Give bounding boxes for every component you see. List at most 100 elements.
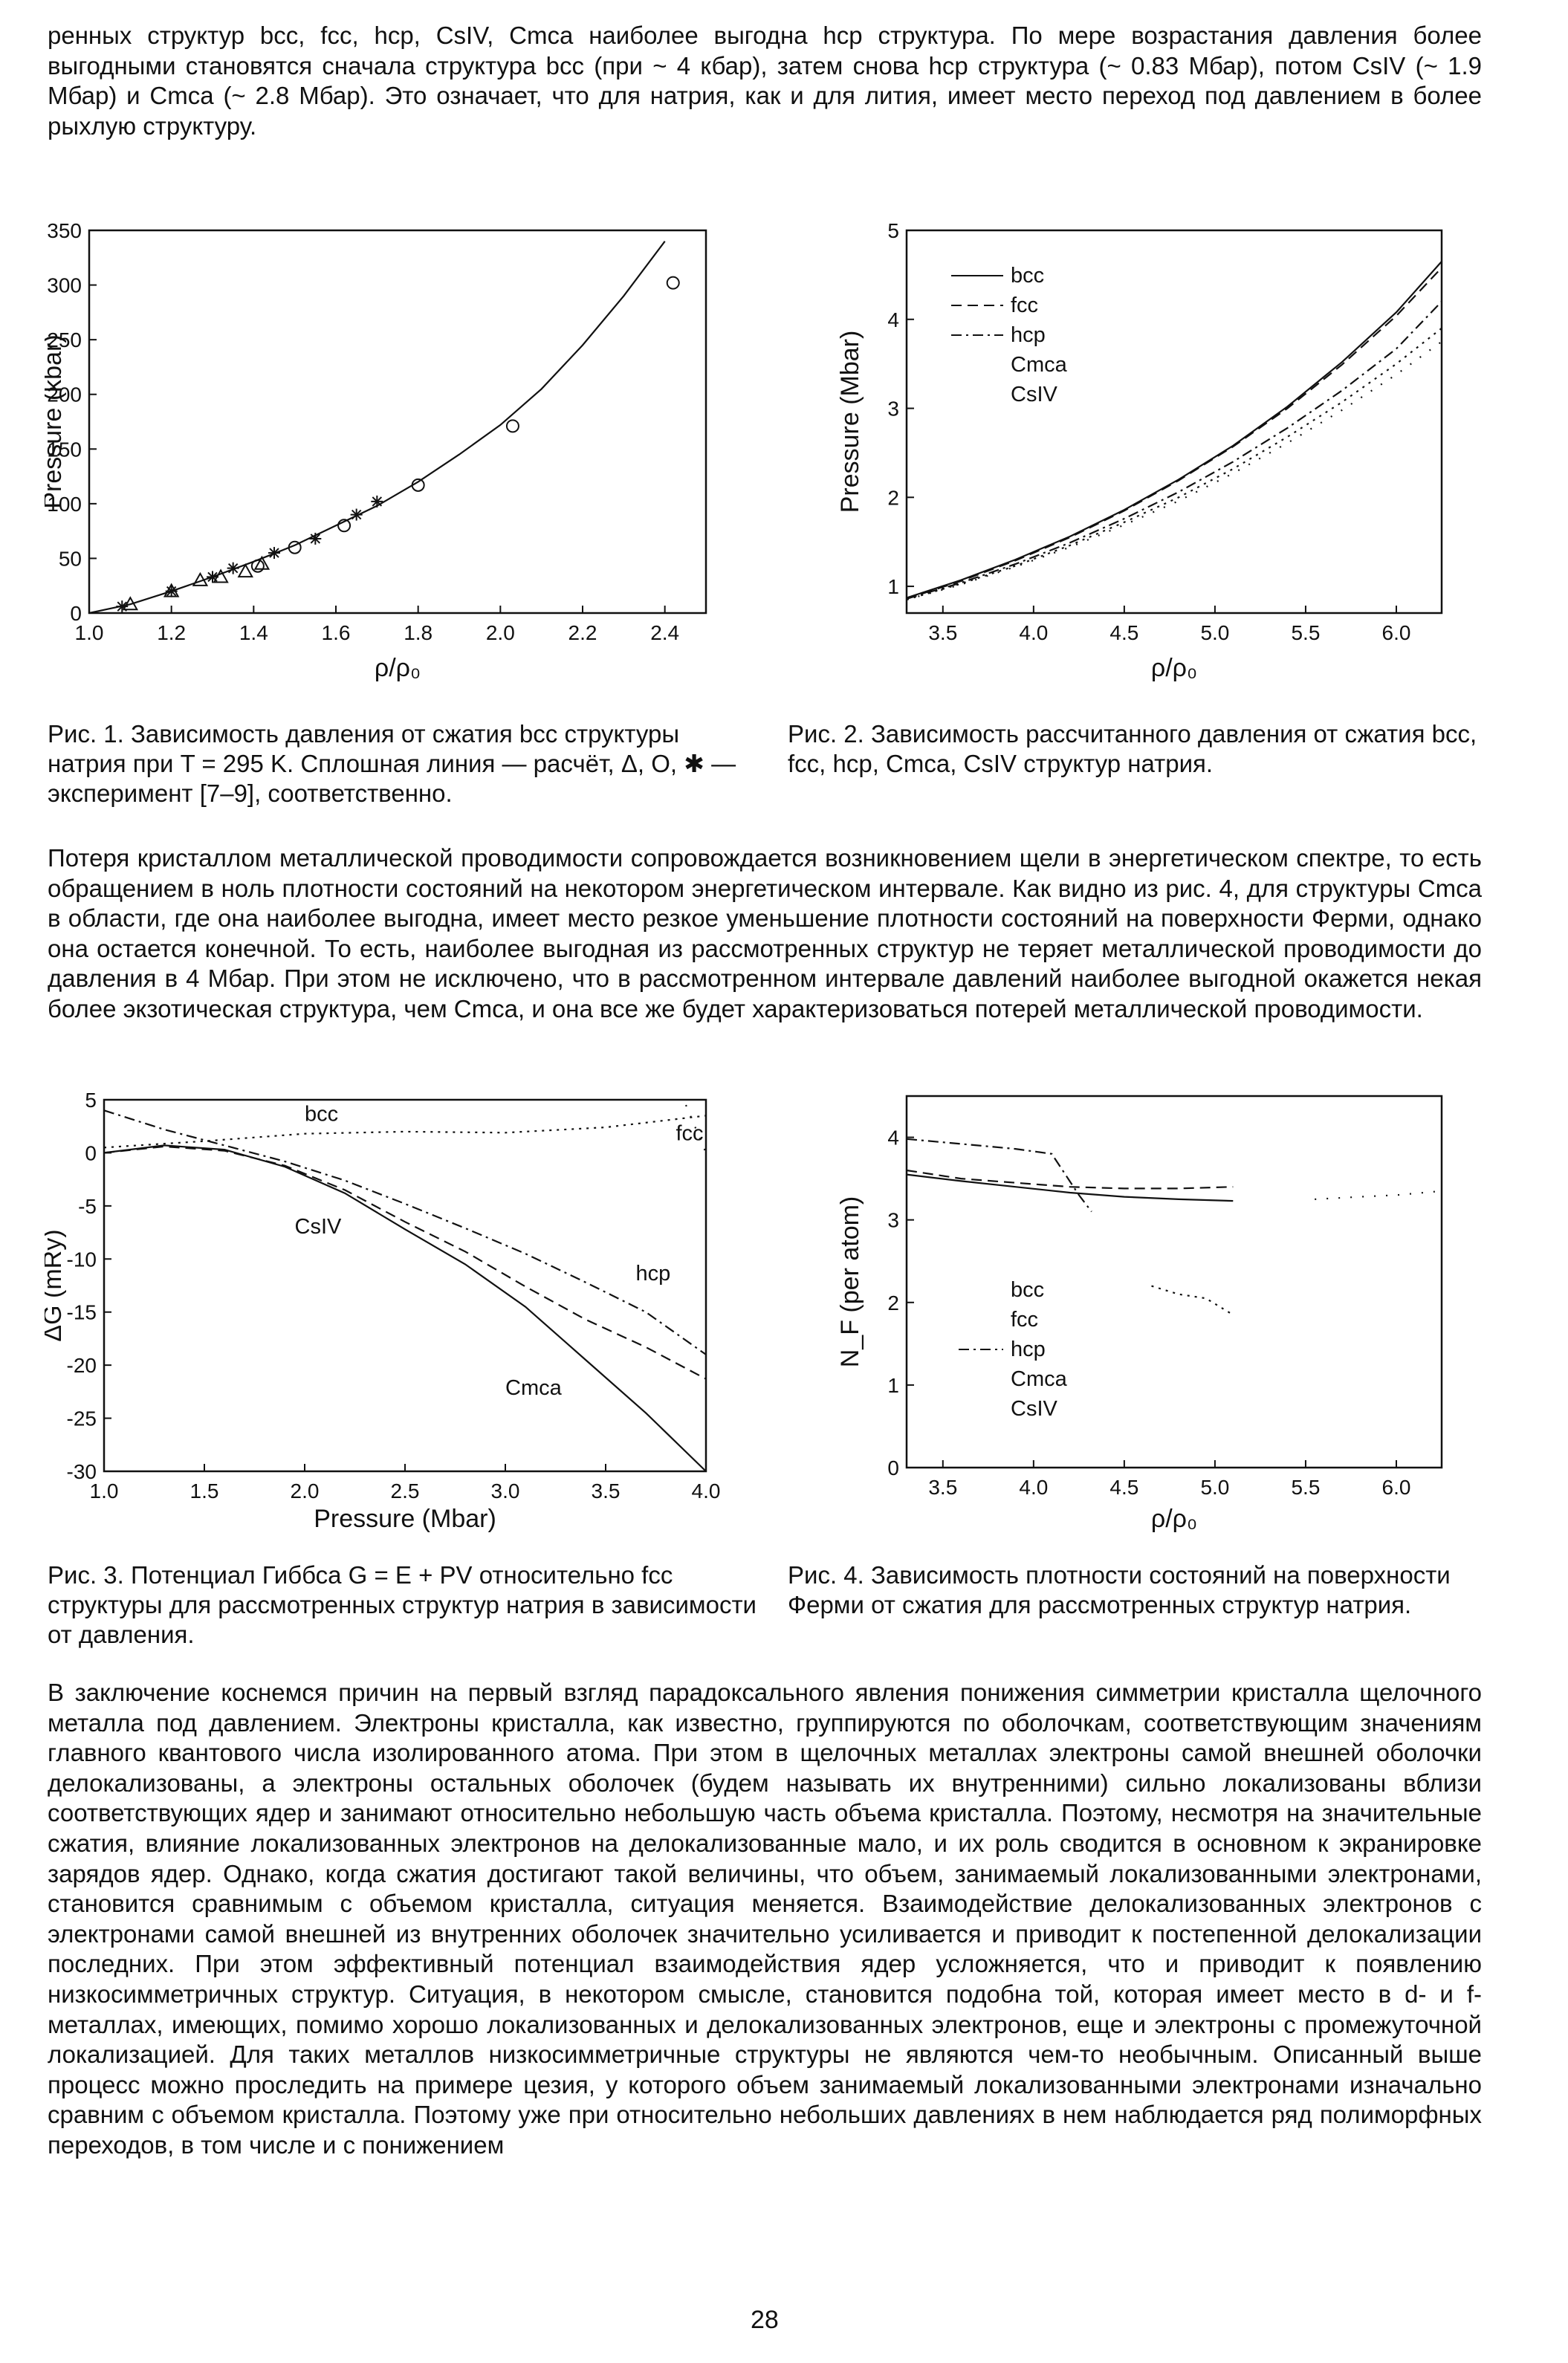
fig1-xtick-label: 1.6 [322, 621, 351, 644]
fig4-xtick-label: 3.5 [928, 1476, 957, 1499]
fig3-xlabel: Pressure (Mbar) [314, 1505, 496, 1533]
fig1-series-solid-line [88, 241, 666, 615]
fig2-xlabel: ρ/ρ₀ [1151, 654, 1197, 682]
figure-4-caption: Рис. 4. Зависимость плотности состояний … [788, 1560, 1483, 1620]
fig3-ytick-label: -25 [67, 1407, 97, 1430]
fig2-legend-label: CsIV [1011, 383, 1058, 406]
fig3-xtick-label: 3.5 [592, 1479, 621, 1503]
caption-3-text: Рис. 3. Потенциал Гиббса G = E + PV отно… [48, 1561, 757, 1648]
fig4-xtick-label: 4.5 [1109, 1476, 1138, 1499]
fig2-series-Cmca-line [906, 327, 1442, 601]
fig3-annotation-cmca: Cmca [505, 1376, 563, 1400]
figure-2-caption: Рис. 2. Зависимость рассчитанного давлен… [788, 719, 1483, 779]
fig1-xtick-label: 2.0 [486, 621, 515, 644]
paragraph-middle: Потеря кристаллом металлической проводим… [48, 843, 1482, 1025]
fig1-ytick-label: 50 [59, 547, 82, 570]
fig1-series-star-point [227, 562, 239, 574]
fig1-ytick-label: 150 [47, 438, 82, 461]
fig3-annotation-csiv: CsIV [295, 1215, 343, 1239]
fig4-legend-label: CsIV [1011, 1397, 1058, 1421]
fig2-xtick-label: 6.0 [1382, 621, 1411, 644]
fig2-series-hcp-line [906, 301, 1442, 600]
fig3-series-Cmca-line [103, 1144, 707, 1472]
fig1-series-star-point [116, 600, 129, 613]
fig4-xtick-label: 6.0 [1382, 1476, 1411, 1499]
fig1-series-star-point [207, 571, 218, 583]
caption-1-text: Рис. 1. Зависимость давления от сжатия b… [48, 720, 736, 807]
fig3-series-CsIV-line [103, 1145, 707, 1380]
fig4-ytick-label: 3 [887, 1209, 899, 1232]
fig2-plot-frame [905, 229, 1443, 615]
fig3-ytick-label: 5 [85, 1089, 97, 1112]
fig1-series-star-point [309, 532, 322, 545]
fig2-ytick-label: 3 [887, 398, 899, 421]
fig1-plot-frame [88, 229, 707, 615]
fig1-xlabel: ρ/ρ₀ [375, 654, 421, 682]
fig4-xlabel: ρ/ρ₀ [1151, 1505, 1197, 1533]
fig4-xtick-label: 5.0 [1200, 1476, 1229, 1499]
fig2-ytick-label: 5 [887, 219, 899, 242]
fig4-ytick-label: 2 [887, 1291, 899, 1315]
fig4-ytick-label: 0 [887, 1456, 899, 1479]
fig2-ytick-label: 2 [887, 486, 899, 509]
fig4-series-bcc-line [906, 1173, 1234, 1202]
figure-4-chart: 3.5 4.0 4.5 5.0 5.5 6.0 0 1 2 3 4 ρ/ρ₀ N_F (per atom… [836, 1095, 1443, 1533]
fig1-series-star-point [371, 495, 383, 508]
fig3-ytick-label: 0 [85, 1141, 97, 1164]
fig4-xtick-label: 4.0 [1019, 1476, 1048, 1499]
paragraph-intro: ренных структур bcc, fcc, hcp, CsIV, Cmc… [48, 21, 1482, 141]
fig2-series-CsIV-line [906, 340, 1442, 601]
fig2-xtick-label: 5.0 [1200, 621, 1229, 644]
fig3-ytick-label: -20 [67, 1354, 97, 1377]
fig3-ytick-label: -10 [67, 1248, 97, 1271]
caption-2-text: Рис. 2. Зависимость рассчитанного давлен… [788, 720, 1477, 777]
fig1-series-circle-point [337, 519, 351, 533]
fig3-ytick-label: -30 [67, 1460, 97, 1483]
fig3-xtick-label: 2.5 [391, 1479, 420, 1503]
fig4-legend-label: bcc [1011, 1278, 1044, 1302]
fig1-ytick-label: 100 [47, 493, 82, 516]
fig3-annotation-hcp: hcp [636, 1262, 671, 1286]
paragraph-2: Потеря кристаллом металлической проводим… [48, 844, 1482, 1022]
fig2-series-fcc-line [906, 267, 1442, 600]
fig2-legend-label: bcc [1011, 264, 1044, 288]
fig3-series-bcc-line [103, 1115, 707, 1149]
fig2-legend-label: Cmca [1011, 353, 1068, 377]
fig3-annotation-fcc: fcc [676, 1121, 704, 1145]
fig3-xtick-label: 2.0 [291, 1479, 320, 1503]
fig1-xtick-label: 2.4 [650, 621, 679, 644]
fig1-series-circle-point [411, 478, 425, 492]
paragraph-1: ренных структур bcc, fcc, hcp, CsIV, Cmc… [48, 22, 1482, 140]
fig3-xtick-label: 4.0 [692, 1479, 721, 1503]
fig1-series-circle-point [666, 276, 680, 290]
fig1-ylabel: Pressure (kbar) [45, 334, 67, 508]
fig3-annotation-bcc: bcc [305, 1103, 338, 1127]
fig4-xtick-label: 5.5 [1291, 1476, 1320, 1499]
fig2-xtick-label: 4.0 [1019, 621, 1048, 644]
fig1-xtick-label: 1.0 [75, 621, 104, 644]
fig1-ytick-label: 300 [47, 274, 82, 297]
fig3-ytick-label: -5 [78, 1195, 97, 1218]
fig1-ytick-label: 200 [47, 383, 82, 406]
fig1-xtick-label: 1.4 [239, 621, 268, 644]
fig4-legend-label: fcc [1011, 1308, 1038, 1332]
page-number: 28 [751, 2306, 779, 2334]
paragraph-final: В заключение коснемся причин на первый в… [48, 1678, 1482, 2161]
fig4-legend-label: hcp [1011, 1338, 1046, 1361]
figure-1-caption: Рис. 1. Зависимость давления от сжатия b… [48, 719, 761, 808]
fig3-ytick-label: -15 [67, 1301, 97, 1324]
fig2-series-bcc-line [906, 261, 1442, 599]
fig1-series-circle-point [250, 559, 265, 573]
fig1-xtick-label: 2.2 [568, 621, 597, 644]
fig1-xtick-label: 1.2 [157, 621, 186, 644]
fig1-series-triangle-point [237, 563, 253, 578]
fig2-ytick-label: 1 [887, 575, 899, 598]
fig2-xtick-label: 5.5 [1291, 621, 1320, 644]
fig1-series-triangle-point [192, 571, 209, 586]
fig4-series-CsIV-line [1315, 1190, 1442, 1200]
fig2-xtick-label: 4.5 [1109, 621, 1138, 644]
fig2-ytick-label: 4 [887, 308, 899, 331]
fig2-xtick-label: 3.5 [928, 621, 957, 644]
fig4-series-hcp-line [906, 1138, 1092, 1213]
fig1-series-star-point [268, 547, 280, 560]
